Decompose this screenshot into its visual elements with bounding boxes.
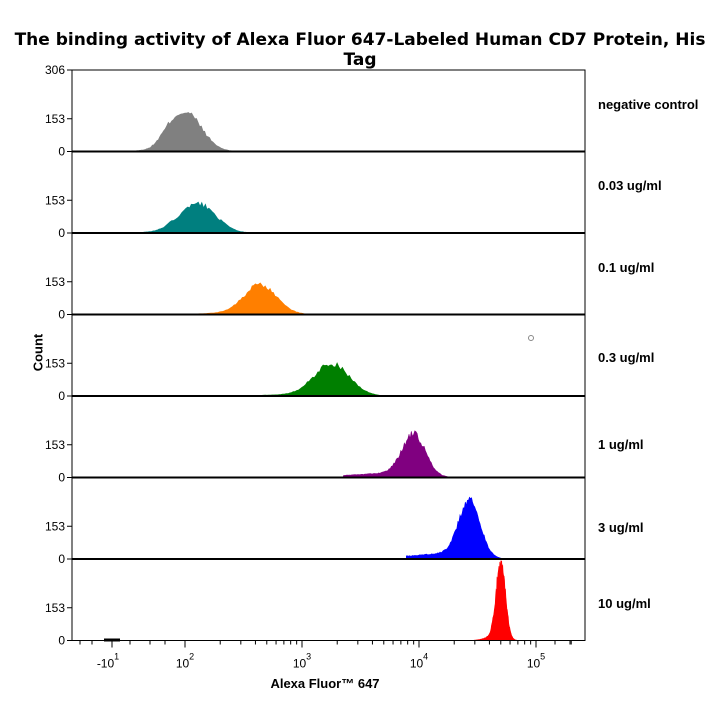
x-axis-title: Alexa Fluor™ 647: [270, 676, 380, 691]
x-tick-label: 102: [176, 652, 194, 671]
y-tick-label: 153: [45, 112, 65, 126]
histogram-6: [406, 496, 533, 560]
y-tick-label: 0: [58, 552, 65, 566]
x-tick-label: 105: [527, 652, 545, 671]
y-tick-label: 0: [58, 308, 65, 322]
y-tick-label: 153: [45, 438, 65, 452]
series-label-1: negative control: [598, 97, 699, 112]
y-tick-label: 153: [45, 601, 65, 615]
x-tick-label: 103: [293, 652, 311, 671]
histogram-4: [226, 362, 438, 397]
histogram-1: [127, 112, 284, 152]
histogram-3: [160, 282, 359, 315]
y-tick-label: 0: [58, 471, 65, 485]
y-tick-label: 0: [58, 389, 65, 403]
y-tick-label: 153: [45, 519, 65, 533]
chart-title: The binding activity of Alexa Fluor 647-…: [14, 30, 706, 70]
series-label-3: 0.1 ug/ml: [598, 260, 655, 275]
series-label-5: 1 ug/ml: [598, 437, 644, 452]
series-label-6: 3 ug/ml: [598, 520, 644, 535]
series-label-4: 0.3 ug/ml: [598, 350, 655, 365]
histogram-5: [343, 430, 484, 478]
negative-range-marker: [104, 638, 120, 642]
y-tick-label: 0: [58, 226, 65, 240]
y-tick-label: 0: [58, 634, 65, 648]
histogram-2: [129, 201, 304, 234]
histogram-7: [472, 560, 529, 641]
y-tick-label: 153: [45, 275, 65, 289]
y-tick-label: 153: [45, 193, 65, 207]
y-tick-label: 306: [45, 63, 65, 77]
y-tick-label: 0: [58, 145, 65, 159]
y-axis-title: Count: [30, 333, 46, 372]
x-tick-label: -101: [97, 652, 119, 671]
plot-frame: [71, 69, 586, 641]
y-tick-label: 153: [45, 356, 65, 370]
x-tick-label: 104: [410, 652, 428, 671]
event-marker: [528, 335, 534, 341]
series-label-7: 10 ug/ml: [598, 596, 651, 611]
series-label-2: 0.03 ug/ml: [598, 178, 662, 193]
